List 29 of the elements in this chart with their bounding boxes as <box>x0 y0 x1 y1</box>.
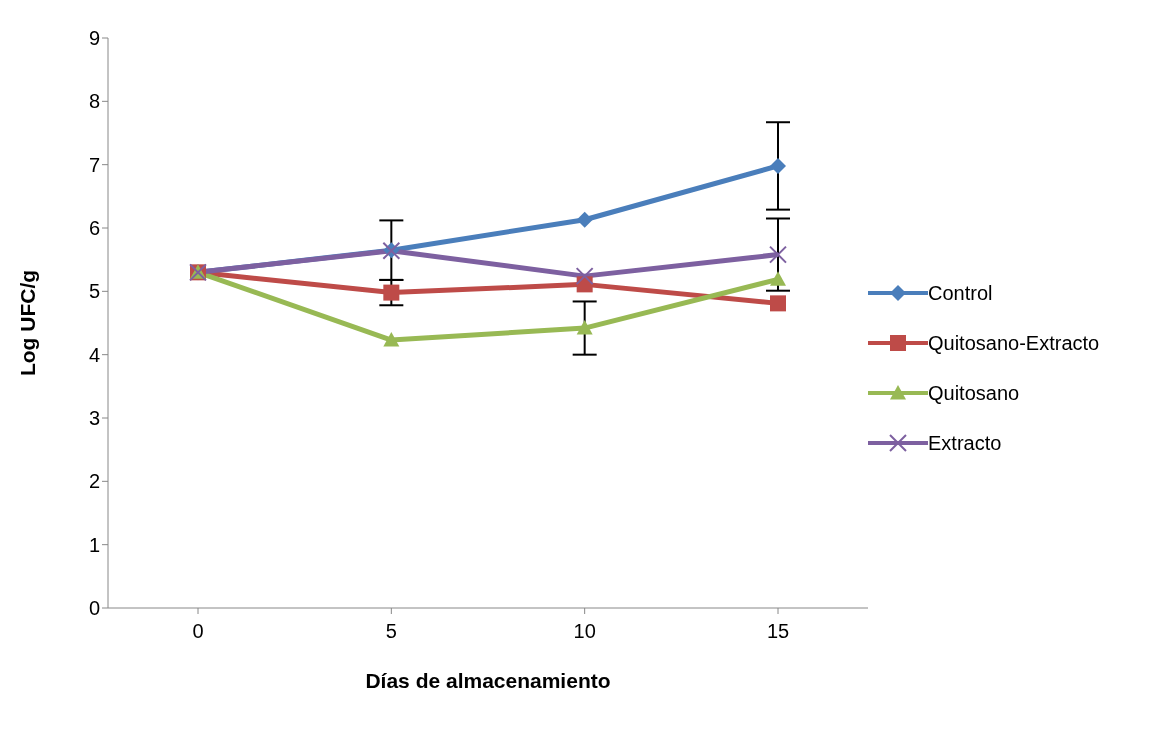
y-tick-label: 3 <box>88 407 100 430</box>
x-axis-title: Días de almacenamiento <box>365 669 611 692</box>
point <box>575 267 594 286</box>
point <box>576 320 593 335</box>
y-tick-label: 6 <box>88 217 100 240</box>
point <box>383 332 400 347</box>
y-tick-label: 4 <box>88 343 100 366</box>
point <box>383 284 400 301</box>
y-tick-label: 9 <box>88 27 100 50</box>
y-tick-label: 1 <box>88 533 100 556</box>
point <box>770 157 786 174</box>
y-tick-label: 8 <box>88 90 100 113</box>
legend-label: Control <box>928 281 993 305</box>
point <box>576 211 593 228</box>
legend-label: Extracto <box>928 431 1002 455</box>
point <box>770 295 786 312</box>
x-tick-label: 5 <box>385 620 397 643</box>
x-tick-label: 15 <box>766 620 790 643</box>
legend-label: Quitosano <box>928 381 1020 405</box>
y-axis-title: Log UFC/g <box>16 269 40 377</box>
x-tick-label: 10 <box>573 620 596 643</box>
point <box>769 245 787 264</box>
y-tick-label: 5 <box>88 280 100 303</box>
y-tick-label: 0 <box>88 597 100 620</box>
x-tick-label: 0 <box>192 620 204 643</box>
y-tick-label: 2 <box>88 470 100 493</box>
y-tick-label: 7 <box>88 153 100 176</box>
point <box>770 271 786 286</box>
legend-label: Quitosano-Extracto <box>928 331 1100 355</box>
